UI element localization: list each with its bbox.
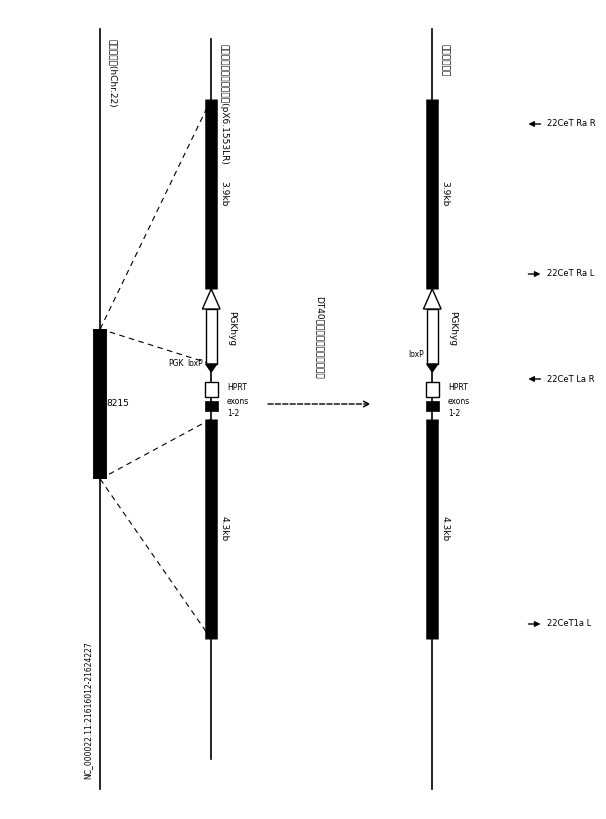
Text: loxP: loxP	[408, 350, 424, 359]
Text: HPRT: HPRT	[448, 382, 468, 391]
Text: 22CeT1a L: 22CeT1a L	[547, 619, 591, 628]
Polygon shape	[427, 364, 438, 372]
Bar	[426, 401, 439, 411]
Text: 22CeT La R: 22CeT La R	[547, 374, 594, 383]
Text: 正常アレル(hChr.22): 正常アレル(hChr.22)	[108, 39, 117, 107]
Text: 8215: 8215	[106, 400, 129, 409]
Bar	[206, 309, 216, 364]
Bar	[427, 309, 438, 364]
Text: PGKhyg: PGKhyg	[227, 311, 236, 346]
Text: 1-2: 1-2	[227, 409, 239, 418]
Text: 22CeT Ra L: 22CeT Ra L	[547, 269, 594, 278]
Polygon shape	[424, 289, 441, 309]
Text: DT40細胞における相同組換え: DT40細胞における相同組換え	[315, 296, 324, 379]
Text: loxP: loxP	[188, 360, 204, 369]
Text: 組換えアレル: 組換えアレル	[440, 44, 449, 76]
Text: 3.9kb: 3.9kb	[219, 181, 228, 206]
Text: HPRT: HPRT	[227, 382, 247, 391]
Bar	[205, 401, 218, 411]
Text: PGKhyg: PGKhyg	[448, 311, 457, 346]
Text: 4.3kb: 4.3kb	[440, 516, 449, 541]
Bar	[205, 382, 218, 396]
Polygon shape	[205, 364, 217, 372]
Text: 3.9kb: 3.9kb	[440, 181, 449, 206]
Text: 22CeT Ra R: 22CeT Ra R	[547, 120, 596, 129]
Text: PGK: PGK	[168, 360, 184, 369]
Text: ターゲティングベクター(pX6.1553LR): ターゲティングベクター(pX6.1553LR)	[219, 44, 228, 165]
Text: 1-2: 1-2	[448, 409, 460, 418]
Text: NC_000022.11:21616012-21624227: NC_000022.11:21616012-21624227	[84, 641, 92, 779]
Text: exons: exons	[448, 396, 470, 405]
Text: 4.3kb: 4.3kb	[219, 516, 228, 541]
Text: exons: exons	[227, 396, 249, 405]
Polygon shape	[202, 289, 220, 309]
Bar	[426, 382, 439, 396]
